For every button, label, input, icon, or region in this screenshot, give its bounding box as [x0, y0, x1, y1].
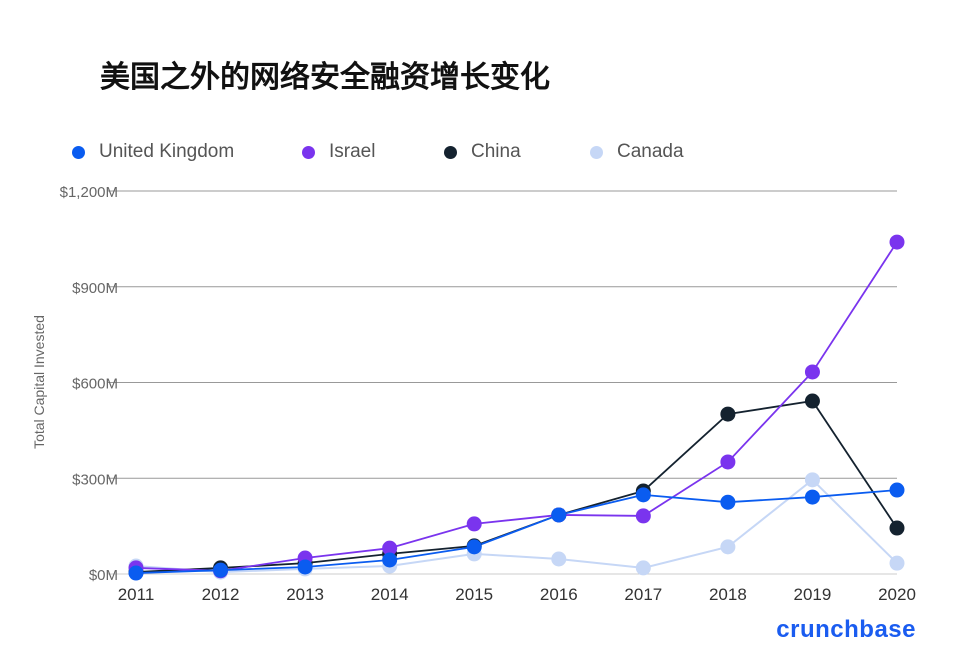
data-point-united-kingdom — [551, 507, 567, 523]
data-point-israel — [382, 540, 398, 556]
x-tick-label: 2019 — [794, 585, 832, 604]
data-point-china — [720, 406, 736, 422]
data-point-canada — [889, 555, 905, 571]
data-point-china — [804, 393, 820, 409]
x-tick-label: 2014 — [371, 585, 409, 604]
data-point-united-kingdom — [213, 562, 229, 578]
data-point-united-kingdom — [382, 552, 398, 568]
data-point-canada — [551, 551, 567, 567]
data-point-israel — [889, 234, 905, 250]
data-point-united-kingdom — [128, 565, 144, 581]
data-point-united-kingdom — [804, 489, 820, 505]
x-tick-label: 2018 — [709, 585, 747, 604]
crunchbase-logo: crunchbase — [776, 616, 916, 643]
data-point-israel — [804, 364, 820, 380]
y-tick-label: $600M — [72, 376, 118, 393]
legend-item: Israel — [302, 141, 444, 163]
data-point-israel — [720, 454, 736, 470]
y-tick-label: $1,200M — [60, 184, 118, 201]
legend-item: Canada — [590, 141, 684, 163]
chart-title: 美国之外的网络安全融资增长变化 — [100, 60, 550, 95]
y-tick-label: $900M — [72, 280, 118, 297]
legend-label: Canada — [617, 141, 684, 162]
x-tick-label: 2020 — [878, 585, 916, 604]
data-point-canada — [720, 539, 736, 555]
legend-dot-icon — [444, 145, 457, 159]
legend-item: United Kingdom — [72, 141, 302, 163]
data-point-united-kingdom — [889, 482, 905, 498]
x-tick-label: 2012 — [202, 585, 240, 604]
legend-dot-icon — [590, 145, 603, 159]
legend-label: United Kingdom — [99, 141, 235, 162]
x-tick-label: 2015 — [455, 585, 493, 604]
x-tick-label: 2016 — [540, 585, 578, 604]
y-tick-label: $300M — [72, 471, 118, 488]
legend-dot-icon — [72, 145, 85, 159]
y-axis-label: Total Capital Invested — [31, 315, 47, 449]
data-point-china — [889, 520, 905, 536]
legend-label: China — [471, 141, 521, 162]
x-tick-label: 2011 — [118, 585, 155, 604]
legend-label: Israel — [329, 141, 376, 162]
data-point-united-kingdom — [635, 487, 651, 503]
x-tick-label: 2013 — [286, 585, 324, 604]
data-point-united-kingdom — [466, 539, 482, 555]
data-point-united-kingdom — [297, 559, 313, 575]
legend: United Kingdom Israel China Canada — [72, 141, 684, 163]
x-tick-label: 2017 — [624, 585, 662, 604]
data-point-canada — [635, 560, 651, 576]
series-line-canada — [135, 478, 898, 574]
legend-item: China — [444, 141, 590, 163]
series-line-china — [135, 400, 898, 573]
y-tick-label: $0M — [89, 567, 118, 584]
data-point-israel — [635, 508, 651, 524]
data-point-united-kingdom — [720, 494, 736, 510]
legend-dot-icon — [302, 145, 315, 159]
data-point-israel — [466, 516, 482, 532]
series-line-united-kingdom — [135, 489, 898, 574]
series-line-israel — [135, 241, 898, 572]
data-point-canada — [804, 472, 820, 488]
